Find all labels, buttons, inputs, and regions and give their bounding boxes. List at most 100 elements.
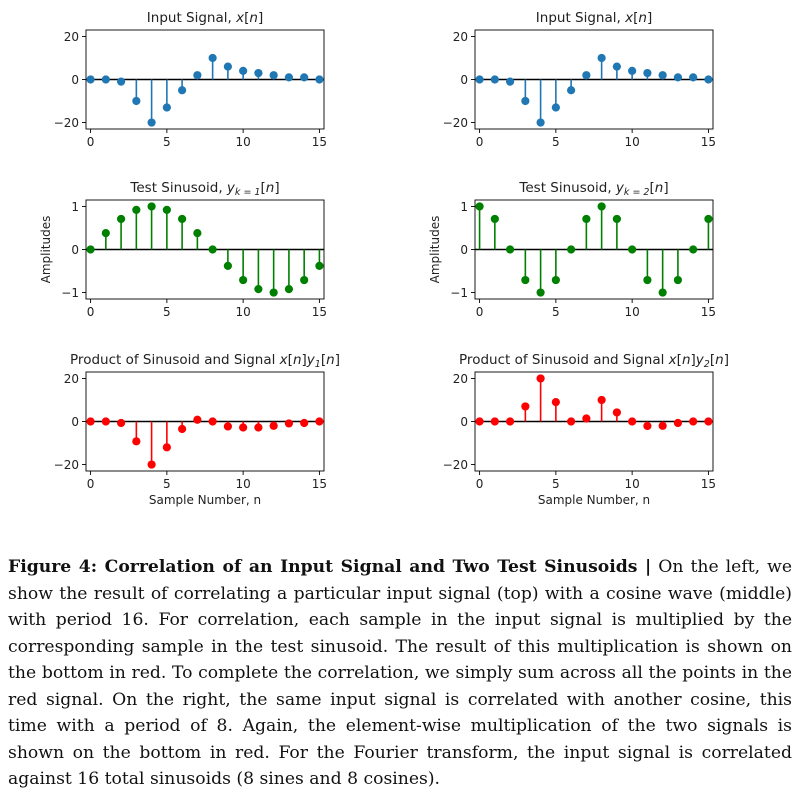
stem-marker <box>628 245 637 254</box>
chart-title-part: [ <box>260 180 265 196</box>
y-tick-label: 1 <box>71 200 79 214</box>
stem-marker <box>658 421 667 430</box>
x-tick-label: 10 <box>625 135 640 149</box>
stem-marker <box>628 417 637 426</box>
x-tick-label: 5 <box>552 477 560 491</box>
stem-marker <box>162 205 171 214</box>
stem-marker <box>132 96 141 106</box>
y-tick-label: 20 <box>453 30 468 44</box>
stem-marker <box>521 275 530 285</box>
chart-title-part: [ <box>321 352 326 368</box>
y-tick-label: 20 <box>64 372 79 386</box>
x-axis-label: Sample Number, n <box>538 493 650 507</box>
chart-title-part: n <box>293 352 302 368</box>
x-tick-label: 5 <box>163 135 171 149</box>
chart-title-part: n <box>655 180 664 196</box>
stem-marker <box>315 261 324 270</box>
x-tick-label: 0 <box>87 477 95 491</box>
chart-title: Product of Sinusoid and Signal x[n]y1[n] <box>70 352 340 370</box>
stem-marker <box>208 245 217 254</box>
x-tick-label: 0 <box>87 135 95 149</box>
chart-title-part: y <box>695 352 705 368</box>
y-tick-label: 20 <box>64 30 79 44</box>
stem-marker <box>536 118 545 127</box>
chart-title-part: [ <box>677 352 682 368</box>
stem-marker <box>284 285 294 294</box>
stem-marker <box>551 275 560 285</box>
stem-marker <box>567 245 576 254</box>
y-tick-label: 0 <box>71 415 79 429</box>
stem-marker <box>567 417 576 426</box>
stem-marker <box>101 75 110 84</box>
x-tick-label: 5 <box>552 135 560 149</box>
stem-marker <box>193 415 202 424</box>
stem-marker <box>505 417 515 426</box>
stem-marker <box>597 202 606 211</box>
chart-title-part: Input Signal, <box>536 10 625 26</box>
stem-marker <box>628 66 637 75</box>
stem-marker <box>254 68 263 78</box>
stem-marker <box>223 261 232 270</box>
chart-title-part: x <box>235 10 245 26</box>
stem-marker <box>86 75 95 84</box>
stem-marker <box>612 408 621 417</box>
stem-marker <box>582 414 591 423</box>
chart-title-part: ] <box>274 180 279 196</box>
stem-marker <box>193 229 202 238</box>
chart-title-part: 1 <box>315 359 321 370</box>
caption-body: On the left, we show the result of corre… <box>8 557 792 789</box>
chart-title-part: ] <box>302 352 307 368</box>
chart-title-part: ] <box>691 352 696 368</box>
chart-panel-6: Product of Sinusoid and Signal x[n]y2[n]… <box>443 352 729 507</box>
stem-marker <box>612 62 621 71</box>
stem-marker <box>116 214 126 224</box>
stem-marker <box>254 423 263 432</box>
stem-marker <box>178 86 187 95</box>
stem-marker <box>658 71 667 80</box>
stem-marker <box>147 202 156 211</box>
stem-marker <box>597 53 606 63</box>
y-tick-label: 0 <box>71 243 79 257</box>
x-tick-label: 5 <box>552 305 560 319</box>
chart-title-part: k = 2 <box>624 187 650 198</box>
x-tick-label: 10 <box>236 135 251 149</box>
x-tick-label: 0 <box>87 305 95 319</box>
stem-marker <box>86 245 95 254</box>
caption-title: Figure 4: Correlation of an Input Signal… <box>8 557 652 577</box>
y-tick-label: −20 <box>54 458 79 472</box>
x-tick-label: 10 <box>625 477 640 491</box>
x-tick-label: 10 <box>625 305 640 319</box>
stem-marker <box>643 421 652 431</box>
y-tick-label: 1 <box>460 200 468 214</box>
stem-marker <box>162 443 171 452</box>
chart-title-part: [ <box>633 10 638 26</box>
chart-title-part: n <box>638 10 647 26</box>
stem-marker <box>643 275 652 285</box>
x-tick-label: 0 <box>476 135 484 149</box>
chart-title: Product of Sinusoid and Signal x[n]y2[n] <box>459 352 729 370</box>
stem-marker <box>223 422 232 431</box>
x-tick-label: 10 <box>236 477 251 491</box>
stem-marker <box>673 73 683 82</box>
stem-marker <box>505 245 515 254</box>
stem-marker <box>269 288 278 297</box>
chart-title-part: k = 1 <box>235 187 261 198</box>
x-tick-label: 10 <box>236 305 251 319</box>
stem-marker <box>147 118 156 127</box>
stem-marker <box>147 460 156 469</box>
y-tick-label: 0 <box>460 415 468 429</box>
y-tick-label: 0 <box>460 243 468 257</box>
stem-marker <box>475 75 484 84</box>
stem-marker <box>643 68 652 78</box>
x-tick-label: 15 <box>701 305 716 319</box>
stem-marker <box>193 71 202 80</box>
y-tick-label: 0 <box>71 73 79 87</box>
chart-title-part: Test Sinusoid, <box>129 180 227 196</box>
stem-marker <box>490 75 499 84</box>
stem-marker <box>300 275 309 285</box>
chart-title-part: ] <box>647 10 652 26</box>
chart-title-part: y <box>615 180 625 196</box>
stem-marker <box>116 418 126 428</box>
y-tick-label: −1 <box>450 286 468 300</box>
